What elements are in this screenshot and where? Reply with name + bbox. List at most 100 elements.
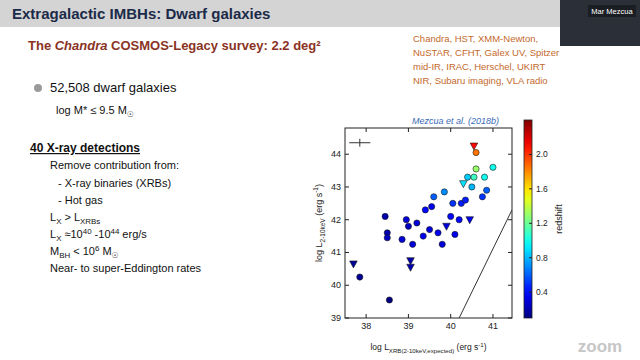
text-run: (erg s (314, 192, 324, 218)
text-run: 0.8 (536, 253, 548, 263)
data-point (481, 174, 487, 180)
colorbar-tick-label: 1.6 (536, 184, 548, 194)
text-run: BH (59, 251, 70, 260)
x-tick-label: 41 (488, 321, 498, 331)
data-point (410, 241, 416, 247)
slide: Extragalactic IMBHs: Dwarf galaxiesThe C… (0, 0, 640, 360)
reference: Mezcua et al. (2018b) (412, 116, 499, 126)
text-run: 2.0 (536, 149, 548, 159)
data-point (357, 274, 363, 280)
x-tick-label: 38 (361, 321, 371, 331)
text-run: 41 (331, 247, 341, 257)
x-tick-label: 39 (403, 321, 413, 331)
data-point (350, 261, 358, 268)
x-tick (492, 128, 493, 132)
text-run: 52,508 dwarf galaxies (50, 80, 177, 95)
text-run: 38 (361, 321, 371, 331)
data-point (420, 233, 426, 239)
bullet-text: 52,508 dwarf galaxies (50, 80, 177, 95)
text-run: - X-ray binaries (XRBs) (58, 177, 171, 189)
item-text: - Hot gas (58, 194, 103, 206)
text-run: 44 (331, 149, 341, 159)
data-point (431, 194, 437, 200)
text-run: 40 X-ray detections (30, 141, 140, 155)
text-run: redshift (554, 204, 564, 234)
presenter-tag (588, 5, 636, 17)
data-point (443, 223, 451, 230)
instrument-line: NIR, Subaru imaging, VLA radio (413, 75, 548, 86)
header-bar (0, 0, 640, 27)
text-run: < 10 (70, 245, 95, 257)
slide-title: Extragalactic IMBHs: Dwarf galaxies (12, 5, 270, 22)
text-run: NuSTAR, CFHT, Galex UV, Spitzer (413, 47, 559, 58)
data-point (460, 181, 468, 188)
data-point (465, 174, 471, 180)
item-text: LX > LXRBs (50, 211, 100, 226)
item-text: Remove contribution from: (50, 159, 179, 171)
y-tick (508, 219, 512, 220)
instrument-line: NuSTAR, CFHT, Galex UV, Spitzer (413, 47, 559, 58)
data-point (456, 217, 462, 223)
y-tick (345, 186, 349, 187)
y-tick-label: 44 (331, 149, 341, 159)
text-run: -10 (92, 228, 111, 240)
data-point (426, 226, 432, 232)
text-run: 2-10keV (319, 218, 326, 243)
text-run: 1.2 (536, 218, 548, 228)
data-point (407, 264, 415, 271)
colorbar-tick (529, 223, 532, 224)
text-run: Mezcua et al. (2018b) (412, 116, 499, 126)
colorbar-label: redshift (554, 204, 564, 234)
colorbar-tick-label: 0.8 (536, 253, 548, 263)
text-run: 42 (331, 215, 341, 225)
data-point (471, 174, 477, 180)
text-run: Mar Mezcua (591, 7, 633, 16)
x-tick (408, 314, 409, 318)
y-tick-label: 41 (331, 247, 341, 257)
x-tick (408, 128, 409, 132)
text-run: Near- to super-Eddington rates (50, 262, 202, 274)
y-axis-label: log L2-10keV (erg s-1) (312, 184, 325, 262)
text-run: Chandra, HST, XMM-Newton, (413, 33, 538, 44)
error-bar-y (359, 139, 360, 147)
data-point (429, 204, 435, 210)
instrument-line: Chandra, HST, XMM-Newton, (413, 33, 538, 44)
data-point (384, 235, 390, 241)
y-tick-label: 43 (331, 182, 341, 192)
item-text: - X-ray binaries (XRBs) (58, 177, 171, 189)
text-run: zoom (578, 337, 622, 356)
colorbar-tick (529, 188, 532, 189)
y-tick (508, 252, 512, 253)
data-point (462, 197, 468, 203)
bullet-dot (34, 84, 42, 92)
text-run: ) (314, 184, 324, 187)
data-point (479, 194, 485, 200)
text-run: NIR, Subaru imaging, VLA radio (413, 75, 548, 86)
colorbar-tick (529, 292, 532, 293)
y-tick (345, 154, 349, 155)
data-point (405, 223, 411, 229)
x-tick (366, 128, 367, 132)
colorbar-tick-label: 0.4 (536, 287, 548, 297)
item-text: Near- to super-Eddington rates (50, 262, 202, 274)
y-tick (345, 252, 349, 253)
text-run: M (50, 245, 59, 257)
text-run: 40 (331, 280, 341, 290)
text-run: 39 (403, 321, 413, 331)
x-tick (366, 314, 367, 318)
data-point (403, 217, 409, 223)
text-run: 1.6 (536, 184, 548, 194)
colorbar-tick-label: 2.0 (536, 149, 548, 159)
data-point (484, 187, 490, 193)
data-point (470, 143, 478, 150)
y-tick (508, 318, 512, 319)
colorbar-tick-label: 1.2 (536, 218, 548, 228)
text-run: log L (314, 242, 324, 262)
text-run: ☉ (112, 251, 119, 260)
text-run: (erg s (454, 342, 478, 352)
y-tick (508, 186, 512, 187)
data-point (469, 184, 475, 190)
x-tick (450, 314, 451, 318)
data-point (414, 220, 420, 226)
y-tick (508, 154, 512, 155)
